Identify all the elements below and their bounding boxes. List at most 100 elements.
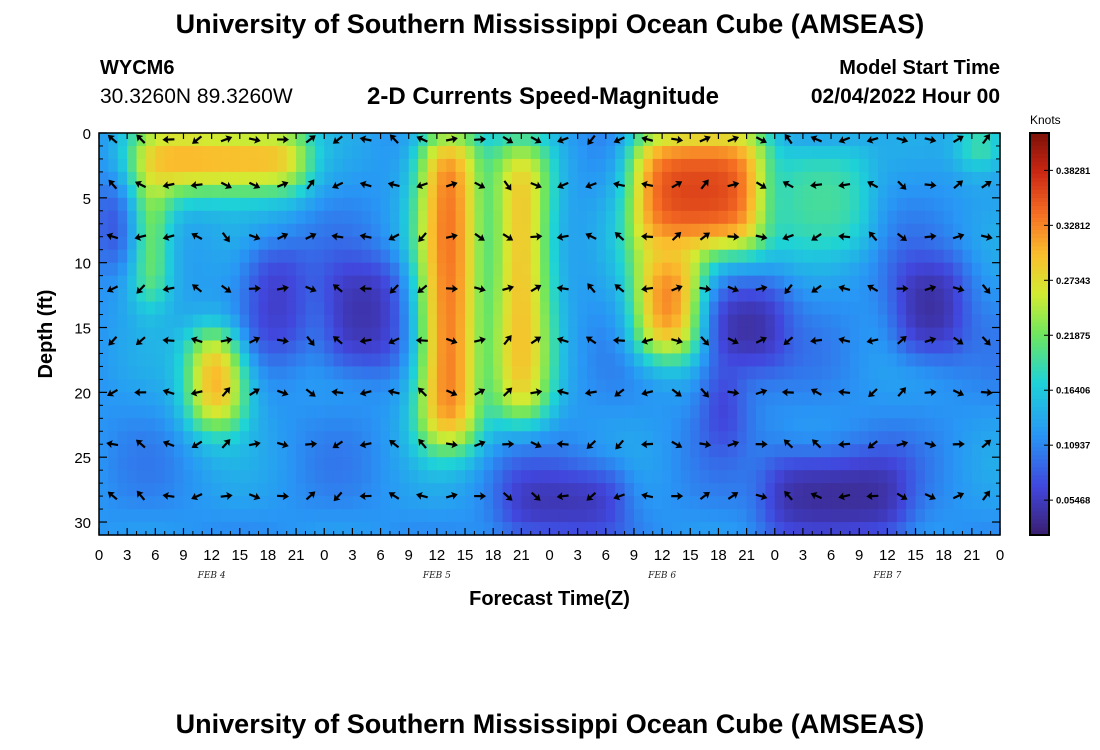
heatmap-cell (652, 418, 663, 432)
current-arrow-head (359, 440, 367, 449)
heatmap-cell (277, 496, 288, 510)
heatmap-cell (540, 223, 551, 238)
heatmap-cell (558, 145, 569, 160)
heatmap-cell (709, 158, 720, 173)
heatmap-cell (183, 431, 194, 445)
current-arrow-head (614, 389, 622, 397)
heatmap-cell (530, 301, 541, 316)
current-arrow-head (838, 336, 846, 345)
heatmap-cell (314, 470, 325, 484)
heatmap-cell (521, 223, 532, 238)
heatmap-cell (333, 184, 344, 199)
heatmap-cell (455, 457, 466, 471)
heatmap-cell (277, 158, 288, 173)
heatmap-cell (380, 483, 391, 497)
heatmap-cell (117, 249, 128, 264)
current-arrow-head (135, 338, 144, 346)
heatmap-cell (849, 171, 860, 186)
heatmap-cell (258, 444, 269, 458)
heatmap-cell (361, 496, 372, 510)
current-arrow-shaft (194, 338, 203, 344)
current-arrow (586, 439, 597, 449)
heatmap-cell (615, 262, 626, 277)
heatmap-cell (502, 171, 513, 186)
heatmap-cell (174, 327, 185, 342)
heatmap-cell (849, 366, 860, 380)
current-arrow (417, 387, 428, 397)
heatmap-cell (943, 158, 954, 173)
heatmap-cell (906, 431, 917, 445)
current-arrow-shaft (530, 182, 539, 188)
colorbar-band (1030, 450, 1049, 456)
heatmap-cell (549, 314, 560, 329)
heatmap-cell (145, 275, 156, 290)
current-arrow-shaft (502, 389, 511, 397)
heatmap-cell (192, 301, 203, 316)
current-arrow-shaft (419, 137, 428, 143)
heatmap-cell (924, 236, 935, 251)
heatmap-cell (286, 405, 297, 419)
heatmap-cell (408, 340, 419, 355)
heatmap-cell (793, 405, 804, 419)
current-arrow-head (838, 388, 845, 397)
heatmap-cell (896, 496, 907, 510)
current-arrow-head (732, 180, 740, 189)
heatmap-cell (136, 483, 147, 497)
heatmap-cell (521, 197, 532, 212)
heatmap-cell (277, 327, 288, 342)
heatmap-cell (981, 392, 992, 406)
heatmap-cell (877, 171, 888, 186)
heatmap-cell (324, 249, 335, 264)
heatmap-cell (737, 288, 748, 303)
heatmap-cell (408, 366, 419, 380)
heatmap-cell (136, 262, 147, 277)
heatmap-cell (934, 158, 945, 173)
heatmap-cell (877, 340, 888, 355)
heatmap-cell (765, 392, 776, 406)
heatmap-cell (108, 431, 119, 445)
heatmap-cell (821, 223, 832, 238)
heatmap-cell (746, 470, 757, 484)
heatmap-cell (718, 249, 729, 264)
heatmap-cell (662, 457, 673, 471)
heatmap-cell (587, 301, 598, 316)
heatmap-cell (333, 275, 344, 290)
heatmap-cell (436, 197, 447, 212)
heatmap-cell (343, 392, 354, 406)
heatmap-cell (408, 145, 419, 160)
heatmap-cell (746, 483, 757, 497)
heatmap-cell (943, 353, 954, 368)
current-arrow (811, 284, 822, 293)
heatmap-cell (202, 353, 213, 368)
colorbar-band (1030, 309, 1049, 315)
x-tick-label: 12 (654, 547, 671, 564)
heatmap-cell (615, 366, 626, 380)
heatmap-cell (821, 444, 832, 458)
heatmap-cell (371, 405, 382, 419)
heatmap-cell (371, 392, 382, 406)
current-arrow-shaft (391, 390, 400, 395)
current-arrow-shaft (194, 390, 203, 395)
heatmap-cell (774, 145, 785, 160)
heatmap-cell (690, 275, 701, 290)
current-arrow-shaft (616, 493, 625, 499)
current-arrow (306, 179, 315, 190)
heatmap-cell (596, 197, 607, 212)
heatmap-cell (502, 340, 513, 355)
heatmap-cell (174, 262, 185, 277)
heatmap-cell (784, 496, 795, 510)
current-arrow-shaft (248, 137, 258, 142)
heatmap-cell (934, 301, 945, 316)
heatmap-cell (652, 379, 663, 393)
current-arrow-shaft (109, 442, 119, 447)
current-arrow (359, 135, 372, 144)
heatmap-cell (427, 366, 438, 380)
heatmap-cell (793, 301, 804, 316)
heatmap-cell (221, 340, 232, 355)
heatmap-cell (474, 405, 485, 419)
current-arrow-shaft (166, 234, 175, 239)
heatmap-cell (418, 197, 429, 212)
heatmap-cell (558, 509, 569, 523)
heatmap-cell (990, 379, 1001, 393)
current-arrow (557, 181, 569, 189)
